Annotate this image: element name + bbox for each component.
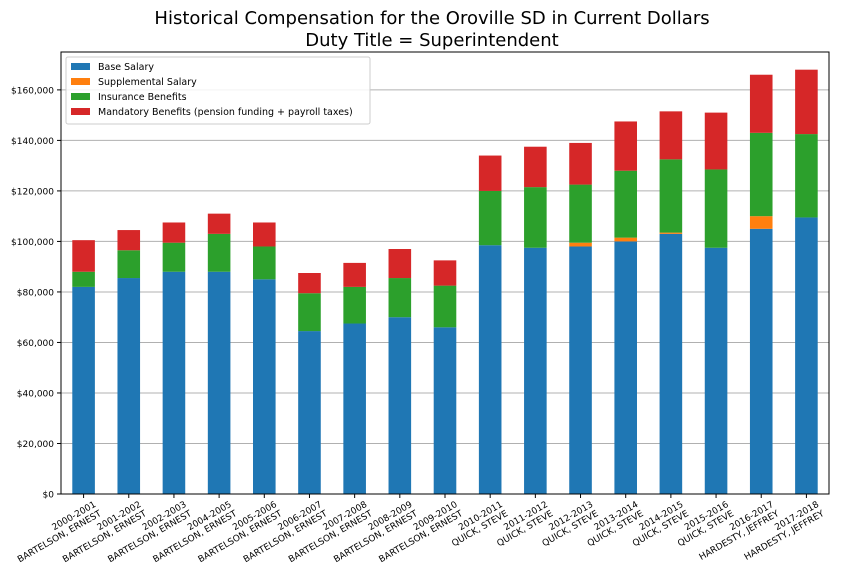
bar-segment <box>614 170 637 238</box>
bar-segment <box>569 242 592 247</box>
bar-segment <box>298 331 321 494</box>
bar-stack <box>433 260 457 494</box>
bar-segment <box>478 155 502 191</box>
y-tick-label: $20,000 <box>17 440 54 450</box>
bar-stack <box>343 262 366 494</box>
bar-stack <box>614 121 637 494</box>
bar-stack <box>749 74 773 495</box>
bar-segment <box>207 233 231 272</box>
bar-stack <box>72 240 95 494</box>
bar-stack <box>478 155 502 494</box>
bar-stack <box>704 112 728 494</box>
y-tick-label: $80,000 <box>17 288 54 298</box>
bar-segment <box>749 132 773 217</box>
legend-swatch <box>71 78 90 85</box>
bar-segment <box>433 327 457 494</box>
bar-segment <box>749 74 773 133</box>
legend-swatch <box>71 93 90 100</box>
bar-segment <box>162 271 186 494</box>
bar-stack <box>388 249 412 494</box>
bar-segment <box>72 286 95 494</box>
bar-segment <box>659 111 683 160</box>
bar-segment <box>343 262 366 287</box>
bar-segment <box>207 213 231 234</box>
bar-segment <box>388 249 412 279</box>
bar-segment <box>117 250 141 279</box>
bar-segment <box>388 278 412 318</box>
y-tick-label: $100,000 <box>11 238 54 248</box>
bar-segment <box>253 222 276 247</box>
bar-stack <box>795 69 818 495</box>
y-tick-label: $120,000 <box>11 187 54 197</box>
bar-stack <box>162 222 186 494</box>
bars <box>72 69 818 495</box>
bar-segment <box>524 146 547 188</box>
bar-segment <box>749 228 773 495</box>
bar-segment <box>478 190 502 246</box>
legend: Base Salary Supplemental Salary Insurance … <box>65 56 371 125</box>
bar-segment <box>614 237 637 242</box>
bar-stack <box>569 142 592 494</box>
bar-segment <box>704 112 728 170</box>
chart-subtitle: Duty Title = Superintendent <box>305 30 559 51</box>
legend-label: Base Salary <box>98 62 154 73</box>
bar-segment <box>253 279 276 494</box>
bar-segment <box>614 121 637 171</box>
bar-segment <box>659 232 683 234</box>
bar-segment <box>524 187 547 248</box>
x-axis: 2000-2001BARTELSON, ERNEST2001-2002BARTE… <box>11 494 827 565</box>
y-tick-label: $60,000 <box>17 339 54 349</box>
bar-segment <box>253 246 276 280</box>
bar-segment <box>795 217 818 495</box>
bar-segment <box>388 317 412 494</box>
bar-stack <box>253 222 276 494</box>
legend-label: Insurance Benefits <box>98 92 187 103</box>
bar-segment <box>795 69 818 135</box>
bar-segment <box>659 159 683 233</box>
y-tick-label: $40,000 <box>17 389 54 399</box>
bar-segment <box>659 233 683 494</box>
bar-stack <box>659 111 683 494</box>
bar-segment <box>117 230 141 251</box>
bar-segment <box>704 169 728 248</box>
bar-segment <box>162 222 186 243</box>
bar-segment <box>478 245 502 494</box>
bar-segment <box>298 293 321 332</box>
bar-segment <box>117 278 141 494</box>
bar-stack <box>298 273 321 494</box>
y-tick-label: $140,000 <box>11 137 54 147</box>
bar-segment <box>72 271 95 287</box>
bar-segment <box>614 241 637 494</box>
bar-stack <box>524 146 547 494</box>
bar-segment <box>795 134 818 218</box>
bar-segment <box>207 271 231 494</box>
bar-segment <box>569 142 592 185</box>
y-tick-label: $160,000 <box>11 86 54 96</box>
chart-title: Historical Compensation for the Oroville… <box>154 8 710 29</box>
bar-segment <box>569 246 592 494</box>
bar-segment <box>433 285 457 328</box>
y-tick-label: $0 <box>43 491 55 501</box>
legend-swatch <box>71 63 90 70</box>
bar-segment <box>298 273 321 294</box>
x-tick-label: 2000-2001BARTELSON, ERNEST <box>11 500 104 565</box>
legend-label: Mandatory Benefits (pension funding + pa… <box>98 107 353 118</box>
bar-segment <box>749 216 773 229</box>
y-axis: $0 $20,000 $40,000 $60,000 $80,000 $100,000 $1… <box>11 86 61 501</box>
bar-segment <box>72 240 95 272</box>
bar-segment <box>433 260 457 286</box>
legend-box <box>65 56 371 125</box>
legend-label: Supplemental Salary <box>98 77 197 88</box>
legend-swatch <box>71 108 90 115</box>
bar-segment <box>343 286 366 324</box>
bar-segment <box>569 184 592 243</box>
bar-stack <box>117 230 141 494</box>
bar-segment <box>704 247 728 494</box>
bar-segment <box>162 242 186 272</box>
bar-segment <box>343 323 366 494</box>
bar-segment <box>524 247 547 494</box>
bar-stack <box>207 213 231 494</box>
